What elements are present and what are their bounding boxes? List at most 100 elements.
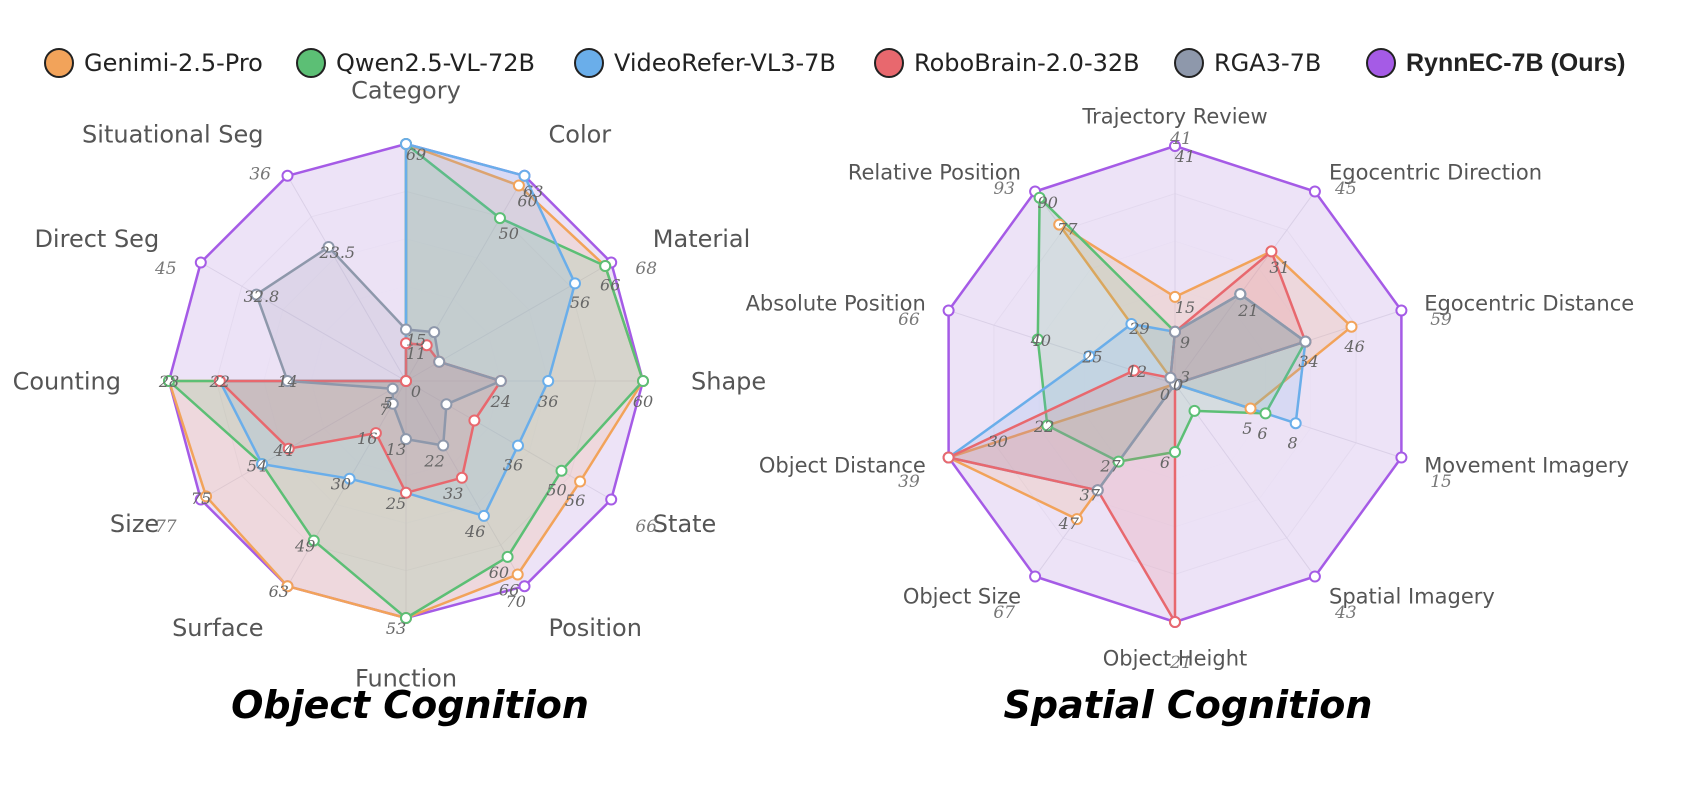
data-point[interactable] bbox=[1169, 325, 1181, 338]
data-point[interactable] bbox=[518, 580, 531, 593]
data-point[interactable] bbox=[512, 439, 524, 452]
data-point[interactable] bbox=[518, 169, 531, 182]
data-point[interactable] bbox=[400, 433, 412, 446]
legend-item[interactable]: Qwen2.5-VL-72B bbox=[296, 38, 535, 88]
data-point[interactable] bbox=[1345, 320, 1358, 333]
data-point[interactable] bbox=[1169, 140, 1181, 152]
data-point[interactable] bbox=[281, 580, 294, 593]
legend-swatch bbox=[44, 48, 74, 78]
data-point[interactable] bbox=[428, 326, 441, 339]
value-label: 40 bbox=[1030, 331, 1051, 350]
data-point[interactable] bbox=[569, 277, 581, 290]
data-point[interactable] bbox=[468, 414, 481, 427]
data-point[interactable] bbox=[1031, 333, 1044, 346]
value-label: 0 bbox=[1160, 385, 1170, 404]
data-point[interactable] bbox=[1169, 616, 1181, 628]
data-point[interactable] bbox=[942, 451, 955, 464]
value-label: 90 bbox=[1038, 193, 1058, 212]
data-point[interactable] bbox=[200, 490, 213, 503]
data-point[interactable] bbox=[256, 458, 269, 471]
data-point[interactable] bbox=[1083, 350, 1096, 363]
data-point[interactable] bbox=[282, 442, 295, 455]
data-point[interactable] bbox=[437, 439, 450, 452]
data-point[interactable] bbox=[1125, 318, 1138, 330]
data-point[interactable] bbox=[1244, 402, 1257, 415]
data-point[interactable] bbox=[250, 288, 263, 301]
legend-item[interactable]: Genimi-2.5-Pro bbox=[44, 38, 263, 88]
data-point[interactable] bbox=[400, 337, 412, 350]
data-point[interactable] bbox=[494, 375, 507, 387]
axis-max-label: 39 bbox=[898, 472, 920, 492]
data-point[interactable] bbox=[555, 464, 568, 477]
data-point[interactable] bbox=[420, 339, 433, 352]
data-point[interactable] bbox=[599, 260, 612, 272]
data-point[interactable] bbox=[1169, 446, 1181, 458]
data-point[interactable] bbox=[400, 612, 412, 624]
data-point[interactable] bbox=[386, 382, 399, 395]
data-point[interactable] bbox=[1308, 185, 1321, 198]
data-point[interactable] bbox=[1112, 455, 1125, 468]
data-point[interactable] bbox=[400, 375, 412, 387]
data-point[interactable] bbox=[501, 550, 514, 563]
data-point[interactable] bbox=[512, 179, 525, 192]
value-label: 22 bbox=[423, 452, 444, 471]
data-point[interactable] bbox=[343, 472, 356, 485]
value-label: 16 bbox=[357, 429, 377, 448]
data-point[interactable] bbox=[1169, 290, 1181, 303]
data-point[interactable] bbox=[637, 375, 649, 387]
axis-label: Function bbox=[355, 664, 457, 692]
axis-label: Category bbox=[351, 76, 461, 104]
data-point[interactable] bbox=[1395, 451, 1408, 464]
data-point[interactable] bbox=[1127, 364, 1140, 377]
data-point[interactable] bbox=[942, 304, 955, 317]
data-point[interactable] bbox=[605, 493, 618, 506]
data-point[interactable] bbox=[1164, 371, 1177, 384]
data-point[interactable] bbox=[574, 475, 587, 488]
data-point[interactable] bbox=[369, 427, 382, 440]
data-point[interactable] bbox=[1234, 288, 1247, 301]
data-point[interactable] bbox=[163, 375, 175, 387]
data-point[interactable] bbox=[213, 375, 226, 387]
data-point[interactable] bbox=[386, 397, 399, 410]
data-point[interactable] bbox=[542, 375, 555, 387]
data-point[interactable] bbox=[1259, 407, 1272, 420]
data-point[interactable] bbox=[322, 241, 335, 253]
data-point[interactable] bbox=[477, 509, 490, 522]
data-point[interactable] bbox=[1070, 513, 1083, 526]
legend-item[interactable]: VideoRefer-VL3-7B bbox=[574, 38, 836, 88]
data-point[interactable] bbox=[1033, 191, 1046, 204]
legend-item[interactable]: RoboBrain-2.0-32B bbox=[874, 38, 1140, 88]
axis-max-label: 59 bbox=[1430, 310, 1452, 330]
data-point[interactable] bbox=[1289, 417, 1302, 430]
data-point[interactable] bbox=[307, 534, 320, 547]
legend-item[interactable]: RynnEC-7B (Ours) bbox=[1366, 38, 1625, 88]
value-label: 11 bbox=[406, 344, 426, 363]
data-point[interactable] bbox=[1041, 419, 1054, 432]
data-point[interactable] bbox=[1091, 484, 1104, 497]
data-point[interactable] bbox=[194, 256, 207, 269]
data-point[interactable] bbox=[281, 169, 294, 182]
data-point[interactable] bbox=[1308, 570, 1321, 583]
data-point[interactable] bbox=[494, 212, 506, 225]
data-point[interactable] bbox=[400, 323, 412, 336]
data-point[interactable] bbox=[1029, 570, 1042, 583]
axis-label: Egocentric Distance bbox=[1424, 291, 1634, 315]
data-point[interactable] bbox=[511, 568, 524, 581]
data-point[interactable] bbox=[1395, 304, 1408, 317]
value-label: 5 bbox=[1242, 419, 1252, 438]
data-point[interactable] bbox=[1265, 245, 1278, 258]
data-point[interactable] bbox=[1188, 404, 1201, 417]
value-label: 63 bbox=[269, 582, 289, 601]
value-label: 50 bbox=[546, 480, 566, 499]
data-point[interactable] bbox=[433, 355, 446, 368]
data-point[interactable] bbox=[281, 375, 294, 387]
data-point[interactable] bbox=[1053, 218, 1066, 231]
data-point[interactable] bbox=[400, 486, 412, 499]
value-label: 13 bbox=[386, 440, 406, 459]
data-point[interactable] bbox=[440, 398, 453, 411]
legend-label: Qwen2.5-VL-72B bbox=[336, 49, 535, 77]
data-point[interactable] bbox=[1299, 335, 1312, 348]
data-point[interactable] bbox=[455, 471, 468, 484]
data-point[interactable] bbox=[400, 138, 412, 150]
legend-item[interactable]: RGA3-7B bbox=[1174, 38, 1321, 88]
